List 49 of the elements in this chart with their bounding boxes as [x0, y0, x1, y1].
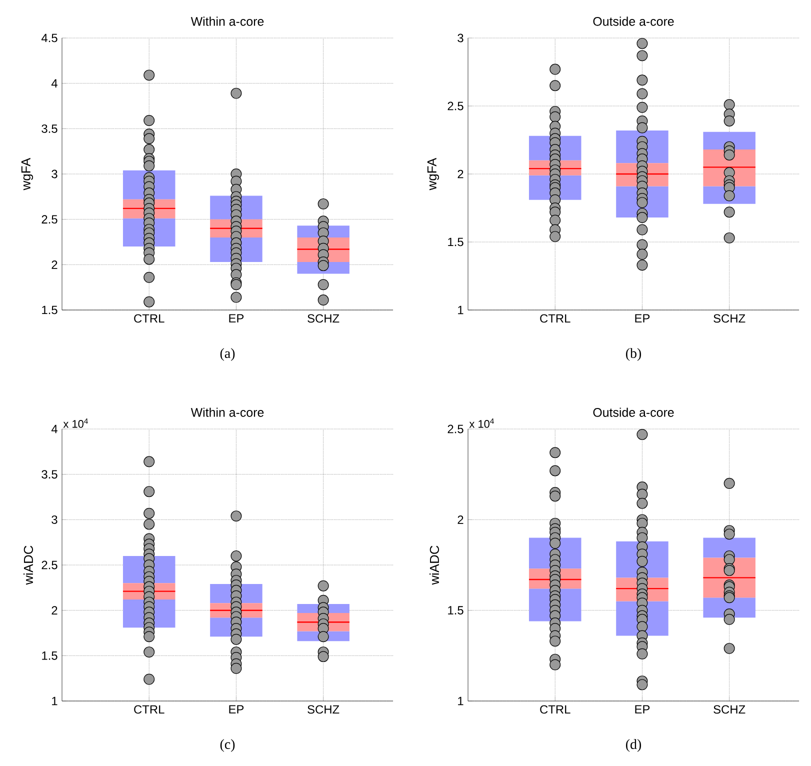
y-tick-label: 2 [52, 606, 58, 615]
y-tick-label: 2.5 [448, 102, 464, 110]
y-tick-label: 2.5 [42, 215, 58, 224]
text: (d) [626, 739, 642, 752]
text: x 10$^{4}$ [63, 418, 88, 428]
chart-title: Outside a-core [593, 16, 674, 26]
y-tick-label: 2.5 [42, 560, 58, 570]
y-tick-label: 3 [458, 34, 464, 42]
y-tick-label: 4 [51, 79, 58, 88]
y-tick-label: 4 [51, 424, 58, 434]
x-tick-label: SCHZ [714, 705, 746, 714]
text: x 10$^{4}$ [469, 418, 494, 428]
y-axis-title: wiADC [430, 546, 440, 585]
x-tick-label: CTRL [134, 705, 164, 714]
x-tick-label: SCHZ [308, 705, 340, 714]
y-tick-label: 3 [52, 515, 58, 524]
y-tick-label: 1 [52, 696, 58, 706]
y-tick-label: 1.5 [42, 652, 58, 660]
text: (c) [220, 739, 235, 752]
x-tick-label: EP [229, 314, 244, 322]
x-tick-label: CTRL [134, 314, 164, 323]
chart-title: Within a-core [190, 16, 264, 26]
y-tick-label: 4.5 [41, 34, 58, 42]
y-tick-label: 2 [458, 516, 464, 524]
x-tick-label: EP [229, 705, 244, 714]
x-tick-label: EP [635, 705, 650, 714]
x-tick-label: CTRL [540, 705, 570, 714]
y-tick-label: 1 [458, 306, 464, 314]
y-axis-title: wgFA [427, 158, 440, 190]
y-tick-label: 1.5 [42, 306, 58, 314]
y-axis-title: wgFA [21, 158, 34, 190]
y-tick-label: 2 [52, 260, 58, 269]
y-tick-label: 1.5 [448, 606, 464, 615]
text: (b) [626, 348, 642, 361]
y-tick-label: 2 [458, 170, 464, 178]
y-tick-label: 3.5 [42, 470, 58, 479]
y-tick-label: 1 [458, 696, 464, 706]
x-tick-label: EP [635, 314, 650, 322]
y-tick-label: 1.5 [448, 238, 464, 246]
y-axis-title: wiADC [24, 546, 34, 585]
text: (a) [220, 348, 235, 361]
x-tick-label: SCHZ [714, 314, 746, 323]
x-tick-label: CTRL [540, 314, 570, 323]
y-tick-label: 3.5 [42, 124, 58, 133]
x-tick-label: SCHZ [308, 314, 340, 323]
y-tick-label: 3 [52, 170, 58, 178]
y-tick-label: 2.5 [448, 424, 464, 434]
chart-title: Outside a-core [593, 408, 674, 417]
chart-title: Within a-core [190, 408, 264, 417]
